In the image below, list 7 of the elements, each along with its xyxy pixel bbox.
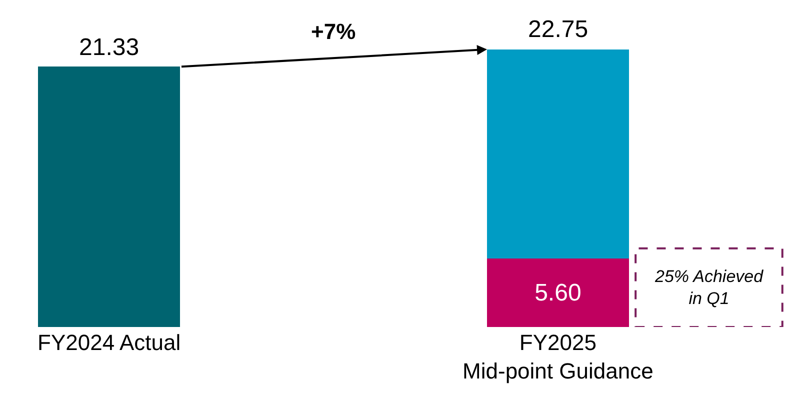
total-label: 21.33 — [79, 34, 140, 61]
x-tick-label: FY2025 Mid-point Guidance — [462, 330, 654, 384]
text: +7% — [311, 19, 356, 44]
data-label: 5.60 — [534, 279, 582, 306]
x-tick-label: FY2024 Actual — [38, 330, 181, 355]
total-label: 22.75 — [528, 16, 588, 43]
annotation: 25% Achieved in Q1 — [654, 267, 764, 308]
